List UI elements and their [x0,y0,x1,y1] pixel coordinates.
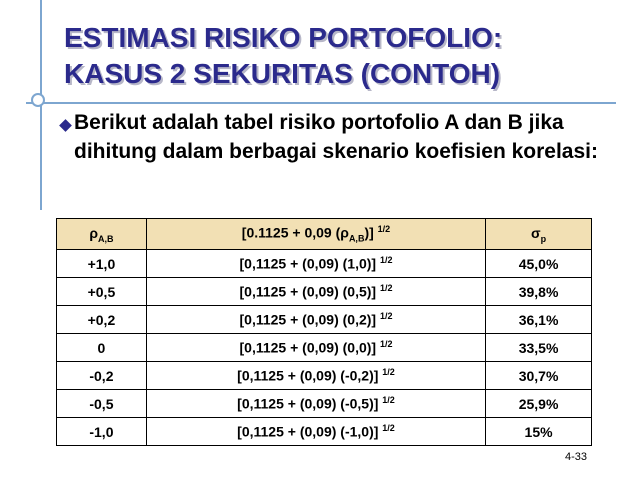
cell-formula: [0,1125 + (0,09) (0,2)] 1/2 [145,305,487,334]
cell-sigma: 39,8% [485,277,592,306]
table-header-row: ρA,B [0.1125 + 0,09 (ρA,B)] 1/2 σp [56,218,592,250]
cell-sigma: 25,9% [485,389,592,418]
formula-exponent: 1/2 [382,395,395,406]
cell-sigma: 45,0% [485,249,592,278]
cell-rho: +0,5 [56,277,147,306]
cell-formula: [0,1125 + (0,09) (-0,5)] 1/2 [145,389,487,418]
cell-sigma: 33,5% [485,333,592,362]
title-line-1: ESTIMASI RISIKO PORTOFOLIO: [64,22,503,53]
table-row: -1,0 [0,1125 + (0,09) (-1,0)] 1/2 15% [56,417,592,446]
formula-exponent: 1/2 [382,367,395,378]
bullet-icon [59,119,72,132]
formula-text: [0,1125 + (0,09) (-0,5)] [237,395,379,412]
formula-exponent: 1/2 [379,339,393,350]
table-row: 0 [0,1125 + (0,09) (0,0)] 1/2 33,5% [56,333,592,362]
cell-rho: -1,0 [56,417,147,446]
formula-exponent: 1/2 [382,423,395,434]
cell-formula: [0,1125 + (0,09) (0,0)] 1/2 [145,333,487,362]
formula-prefix: [0.1125 + 0,09 (ρ [241,224,349,241]
sigma-symbol: σ [531,224,541,241]
formula-subscript: A,B [348,233,365,244]
formula-text: [0,1125 + (0,09) (0,2)] [239,311,377,328]
formula-exponent: 1/2 [377,224,391,235]
table-body: +1,0 [0,1125 + (0,09) (1,0)] 1/2 45,0% +0,5… [56,249,592,446]
header-rho: ρA,B [56,218,147,250]
cell-rho: -0,5 [56,389,147,418]
cell-sigma: 30,7% [485,361,592,390]
slide-title: ESTIMASI RISIKO PORTOFOLIO: KASUS 2 SEKU… [64,20,624,92]
header-sigma: σp [485,218,592,250]
decor-horizontal-line [26,102,616,104]
body-text: Berikut adalah tabel risiko portofolio A… [74,111,598,163]
cell-formula: [0,1125 + (0,09) (0,5)] 1/2 [145,277,487,306]
formula-text: [0,1125 + (0,09) (-1,0)] [237,423,379,440]
rho-symbol: ρ [89,224,98,241]
formula-text: [0,1125 + (0,09) (-0,2)] [237,367,379,384]
risk-table: ρA,B [0.1125 + 0,09 (ρA,B)] 1/2 σp +1,0[… [56,218,592,446]
formula-suffix: )] [364,224,374,241]
cell-formula: [0,1125 + (0,09) (1,0)] 1/2 [145,249,487,278]
rho-subscript: A,B [98,233,114,244]
cell-formula: [0,1125 + (0,09) (-1,0)] 1/2 [145,417,487,446]
cell-rho: -0,2 [56,361,147,390]
page-number: 4-33 [565,451,588,463]
cell-sigma: 15% [485,417,592,446]
formula-text: [0,1125 + (0,09) (0,5)] [239,283,377,300]
cell-sigma: 36,1% [485,305,592,334]
table-row: +0,2 [0,1125 + (0,09) (0,2)] 1/2 36,1% [56,305,592,334]
title-line-2: KASUS 2 SEKURITAS (CONTOH) [64,58,501,89]
table-row: +0,5 [0,1125 + (0,09) (0,5)] 1/2 39,8% [56,277,592,306]
formula-text: [0,1125 + (0,09) (0,0)] [239,339,377,356]
decor-ring [31,93,45,107]
table-row: -0,5 [0,1125 + (0,09) (-0,5)] 1/2 25,9% [56,389,592,418]
cell-rho: +0,2 [56,305,147,334]
formula-text: [0,1125 + (0,09) (1,0)] [239,255,377,272]
sigma-subscript: p [540,233,547,244]
table-row: -0,2 [0,1125 + (0,09) (-0,2)] 1/2 30,7% [56,361,592,390]
table-row: +1,0 [0,1125 + (0,09) (1,0)] 1/2 45,0% [56,249,592,278]
formula-exponent: 1/2 [379,311,393,322]
cell-formula: [0,1125 + (0,09) (-0,2)] 1/2 [145,361,487,390]
cell-rho: 0 [56,333,147,362]
cell-rho: +1,0 [56,249,147,278]
formula-exponent: 1/2 [379,283,393,294]
header-formula: [0.1125 + 0,09 (ρA,B)] 1/2 [145,218,487,250]
formula-exponent: 1/2 [379,255,393,266]
